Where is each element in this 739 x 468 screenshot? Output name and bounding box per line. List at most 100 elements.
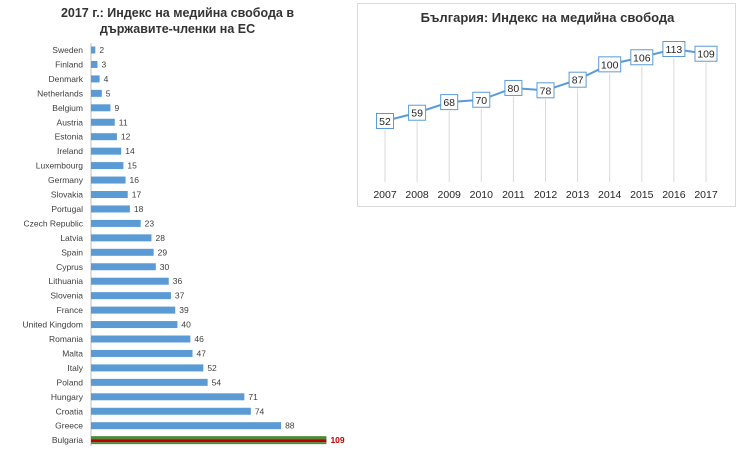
category-label: Italy [67, 363, 83, 373]
bar-value-label: 54 [212, 377, 222, 387]
data-label: 59 [411, 108, 423, 120]
category-label: Bulgaria [52, 435, 83, 445]
data-label: 52 [379, 116, 391, 128]
highlight-bar-stripe-bottom [91, 442, 327, 445]
bar-value-label: 12 [121, 132, 131, 142]
bar [91, 46, 96, 54]
category-label: Romania [49, 334, 83, 344]
bar [91, 118, 115, 126]
bar-value-label: 9 [114, 103, 119, 113]
bar-value-label: 2 [99, 45, 104, 55]
bar-value-label: 5 [106, 88, 111, 98]
category-label: Czech Republic [23, 218, 83, 228]
data-label-box [536, 82, 555, 99]
category-label: Denmark [49, 74, 84, 84]
eu-chart-title-line1: 2017 г.: Индекс на медийна свобода в [60, 6, 295, 20]
bar [91, 162, 124, 170]
bar [91, 364, 204, 372]
bar [91, 147, 122, 155]
category-label: Latvia [60, 233, 83, 243]
category-label: France [57, 305, 84, 315]
category-label: Finland [55, 59, 83, 69]
category-label: Croatia [56, 406, 84, 416]
bar [91, 263, 156, 271]
bar-value-label: 18 [134, 204, 144, 214]
bar-value-label: 109 [330, 435, 344, 445]
category-label: Ireland [57, 146, 83, 156]
category-label: Lithuania [48, 276, 83, 286]
bar-value-label: 15 [127, 161, 137, 171]
bar-value-label: 28 [155, 233, 165, 243]
bar [91, 407, 251, 415]
x-tick-label: 2013 [566, 189, 590, 201]
data-label-box [472, 91, 491, 108]
data-label: 100 [601, 59, 619, 71]
bar [91, 306, 176, 314]
bar [91, 133, 117, 141]
bar [91, 191, 128, 198]
bulgaria-chart-title: България: Индекс на медийна свобода [420, 10, 675, 25]
eu-bar-chart-svg: Sweden 2 Finland 3 Denmark 4 Netherlands 5 Belgi… [23, 43, 345, 447]
category-label: United Kingdom [23, 320, 83, 330]
bar-value-label: 30 [160, 262, 170, 272]
bar-value-label: 52 [207, 363, 217, 373]
bar [91, 393, 245, 401]
eu-chart-title: 2017 г.: Индекс на медийна свобода в дър… [10, 5, 345, 37]
bar [91, 75, 100, 83]
bar-value-label: 40 [181, 320, 191, 330]
bar [91, 248, 154, 256]
bar [91, 234, 152, 242]
category-label: Sweden [52, 45, 83, 55]
bar-value-label: 11 [119, 117, 128, 127]
data-label-box [376, 113, 394, 129]
bar-value-label: 37 [175, 291, 185, 301]
bar [91, 277, 169, 285]
x-tick-label: 2009 [438, 189, 462, 201]
category-label: Hungary [51, 392, 84, 402]
bar-value-label: 3 [101, 59, 106, 69]
bar-value-label: 29 [158, 247, 168, 257]
bar [91, 205, 130, 213]
data-label: 70 [475, 95, 487, 107]
bar [91, 292, 171, 300]
data-label-box [408, 104, 427, 121]
highlight-bar-stripe-top [91, 436, 327, 440]
bar [91, 349, 193, 357]
data-label-box [598, 56, 622, 73]
x-tick-label: 2012 [534, 189, 558, 201]
x-tick-label: 2015 [630, 189, 654, 201]
highlight-bar [91, 439, 327, 443]
category-label: Slovakia [51, 190, 83, 200]
data-label: 106 [633, 52, 651, 64]
bar [91, 321, 178, 329]
bulgaria-line-chart-svg: 52 59 68 70 80 78 87 100 106 113 109 2007 2008 2009 20… [373, 41, 718, 201]
category-label: Spain [61, 247, 83, 257]
data-label-box [504, 79, 523, 96]
category-label: Poland [57, 377, 84, 387]
bar-value-label: 17 [132, 190, 142, 200]
data-label-box [630, 49, 654, 66]
category-label: Luxembourg [36, 161, 84, 171]
bar-value-label: 71 [248, 392, 258, 402]
category-label: Malta [62, 348, 83, 358]
x-tick-label: 2007 [373, 189, 397, 201]
category-label: Portugal [51, 204, 83, 214]
bar-value-label: 88 [285, 421, 295, 431]
bar-value-label: 16 [130, 175, 140, 185]
category-label: Slovenia [50, 291, 83, 301]
x-tick-label: 2014 [598, 189, 622, 201]
x-tick-label: 2011 [502, 189, 525, 201]
bulgaria-media-freedom-chart: България: Индекс на медийна свобода 52 59… [357, 3, 736, 207]
bar-value-label: 4 [104, 74, 109, 84]
x-tick-label: 2008 [405, 189, 429, 201]
bar [91, 60, 98, 68]
bar [91, 422, 282, 430]
data-label-box [694, 45, 718, 62]
bar [91, 335, 191, 343]
data-label: 113 [666, 44, 683, 56]
category-label: Austria [57, 117, 84, 127]
bar-value-label: 46 [194, 334, 204, 344]
bar [91, 89, 102, 97]
category-label: Germany [48, 175, 84, 185]
category-label: Netherlands [37, 88, 83, 98]
